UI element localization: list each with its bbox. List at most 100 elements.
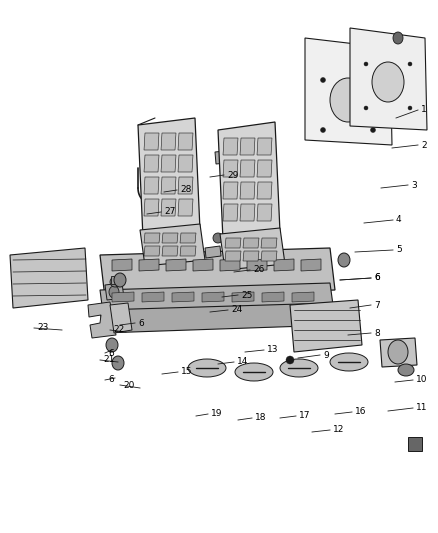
Polygon shape (350, 28, 427, 130)
Polygon shape (202, 292, 224, 302)
Polygon shape (257, 138, 272, 155)
Text: 16: 16 (355, 408, 367, 416)
Ellipse shape (408, 62, 412, 66)
Polygon shape (215, 150, 236, 164)
Ellipse shape (109, 286, 119, 298)
Text: 28: 28 (180, 185, 191, 195)
Polygon shape (274, 259, 294, 271)
Ellipse shape (388, 340, 408, 364)
Text: 20: 20 (123, 381, 134, 390)
Text: 8: 8 (374, 328, 380, 337)
Polygon shape (112, 259, 132, 271)
Ellipse shape (286, 356, 294, 364)
Text: 3: 3 (411, 181, 417, 190)
Polygon shape (257, 204, 272, 221)
Text: 10: 10 (416, 376, 427, 384)
Ellipse shape (372, 62, 404, 102)
Ellipse shape (235, 363, 273, 381)
Polygon shape (262, 292, 284, 302)
Text: 6: 6 (138, 319, 144, 327)
Ellipse shape (229, 221, 241, 235)
Polygon shape (110, 303, 132, 333)
Polygon shape (10, 248, 88, 308)
Ellipse shape (110, 277, 120, 287)
Text: 15: 15 (181, 367, 192, 376)
Polygon shape (257, 182, 272, 199)
Polygon shape (205, 246, 221, 258)
Polygon shape (223, 138, 238, 155)
Text: 13: 13 (267, 345, 279, 354)
Polygon shape (225, 238, 241, 248)
Polygon shape (240, 160, 255, 177)
Polygon shape (178, 155, 193, 172)
Ellipse shape (114, 273, 126, 287)
Ellipse shape (408, 106, 412, 110)
Ellipse shape (190, 204, 196, 212)
Polygon shape (261, 251, 277, 261)
Ellipse shape (371, 127, 375, 133)
Polygon shape (180, 246, 196, 256)
Polygon shape (144, 199, 159, 216)
Polygon shape (290, 300, 362, 352)
Polygon shape (166, 259, 186, 271)
Text: 14: 14 (237, 358, 248, 367)
Polygon shape (139, 259, 159, 271)
Text: 26: 26 (253, 265, 265, 274)
Polygon shape (144, 246, 160, 256)
Polygon shape (240, 182, 255, 199)
Polygon shape (220, 259, 240, 271)
Polygon shape (223, 204, 238, 221)
Text: 17: 17 (299, 411, 311, 421)
Ellipse shape (280, 359, 318, 377)
Polygon shape (243, 251, 259, 261)
Text: 24: 24 (231, 305, 242, 314)
Text: 6: 6 (108, 349, 114, 358)
Polygon shape (305, 38, 392, 145)
Polygon shape (240, 204, 255, 221)
Polygon shape (380, 338, 417, 367)
Polygon shape (240, 138, 255, 155)
Text: 21: 21 (103, 356, 114, 365)
Text: 25: 25 (241, 290, 252, 300)
Polygon shape (408, 437, 422, 451)
Polygon shape (220, 228, 285, 270)
Polygon shape (162, 246, 178, 256)
Polygon shape (144, 155, 159, 172)
Ellipse shape (330, 353, 368, 371)
Ellipse shape (213, 233, 223, 243)
Text: 6: 6 (108, 376, 114, 384)
Text: 29: 29 (227, 171, 238, 180)
Polygon shape (144, 133, 159, 150)
Text: 6: 6 (374, 273, 380, 282)
Polygon shape (144, 233, 160, 243)
Text: 2: 2 (421, 141, 427, 149)
Polygon shape (144, 177, 159, 194)
Polygon shape (88, 302, 116, 338)
Polygon shape (218, 122, 280, 240)
Polygon shape (178, 199, 193, 216)
Polygon shape (193, 259, 213, 271)
Polygon shape (225, 251, 241, 261)
Polygon shape (223, 160, 238, 177)
Polygon shape (172, 292, 194, 302)
Ellipse shape (112, 356, 124, 370)
Text: 6: 6 (374, 273, 380, 282)
Ellipse shape (188, 359, 226, 377)
Polygon shape (142, 292, 164, 302)
Polygon shape (301, 259, 321, 271)
Polygon shape (111, 276, 119, 284)
Polygon shape (161, 155, 176, 172)
Text: 5: 5 (396, 246, 402, 254)
Polygon shape (257, 160, 272, 177)
Text: 23: 23 (37, 324, 48, 333)
Text: 22: 22 (113, 326, 124, 335)
Polygon shape (138, 118, 200, 238)
Text: 9: 9 (323, 351, 329, 359)
Text: 4: 4 (396, 215, 402, 224)
Polygon shape (105, 283, 124, 300)
Polygon shape (178, 133, 193, 150)
Polygon shape (100, 283, 333, 313)
Polygon shape (247, 259, 267, 271)
Text: 19: 19 (211, 409, 223, 418)
Ellipse shape (321, 127, 325, 133)
